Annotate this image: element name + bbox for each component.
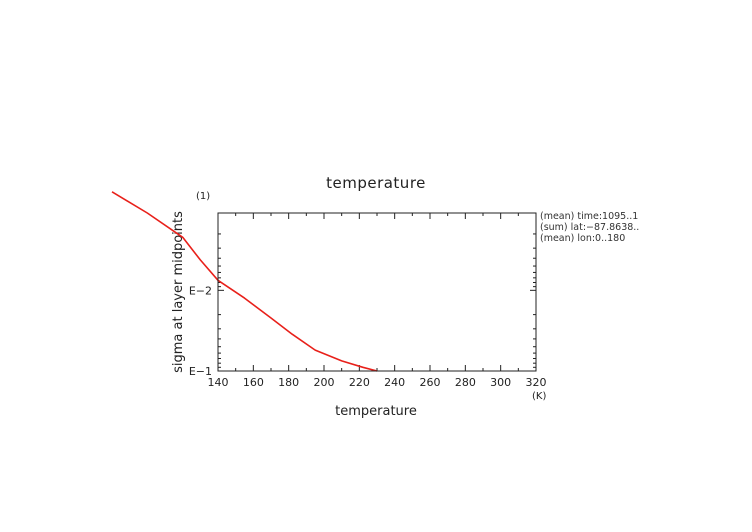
plot-frame [217, 212, 537, 372]
annotation-text: (sum) lat:−87.8638.. [540, 222, 639, 233]
x-axis-label: temperature [335, 404, 417, 419]
x-tick-label: 180 [278, 376, 299, 389]
annotation-text: (mean) lon:0..180 [540, 233, 625, 244]
plot-area [111, 191, 378, 372]
y-unit-label: (1) [196, 191, 210, 202]
x-tick-label: 240 [384, 376, 405, 389]
x-tick-label: 200 [314, 376, 335, 389]
x-tick-label: 320 [526, 376, 547, 389]
chart-title: temperature [326, 174, 426, 192]
x-unit-label: (K) [532, 391, 546, 402]
y-tick-label: E−2 [189, 284, 212, 297]
annotation-text: (mean) time:1095..1 [540, 211, 638, 222]
axis-ticks: 140 160 180 200 220 240 260 280 300 320 E−2 E−1 [189, 213, 547, 389]
x-tick-label: 160 [243, 376, 264, 389]
annotations: (mean) time:1095..1(sum) lat:−87.8638..(… [540, 211, 639, 244]
y-axis-label: sigma at layer midpoints [171, 211, 186, 373]
x-tick-label: 260 [420, 376, 441, 389]
x-tick-label: 300 [490, 376, 511, 389]
x-tick-label: 220 [349, 376, 370, 389]
x-tick-label: 280 [455, 376, 476, 389]
series-line [111, 191, 378, 372]
x-tick-label: 140 [208, 376, 229, 389]
y-tick-label: E−1 [189, 365, 212, 378]
